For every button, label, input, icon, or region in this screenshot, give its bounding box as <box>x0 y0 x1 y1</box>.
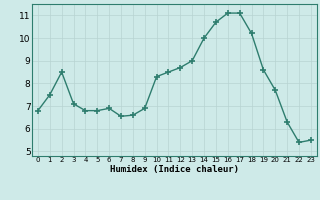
X-axis label: Humidex (Indice chaleur): Humidex (Indice chaleur) <box>110 165 239 174</box>
